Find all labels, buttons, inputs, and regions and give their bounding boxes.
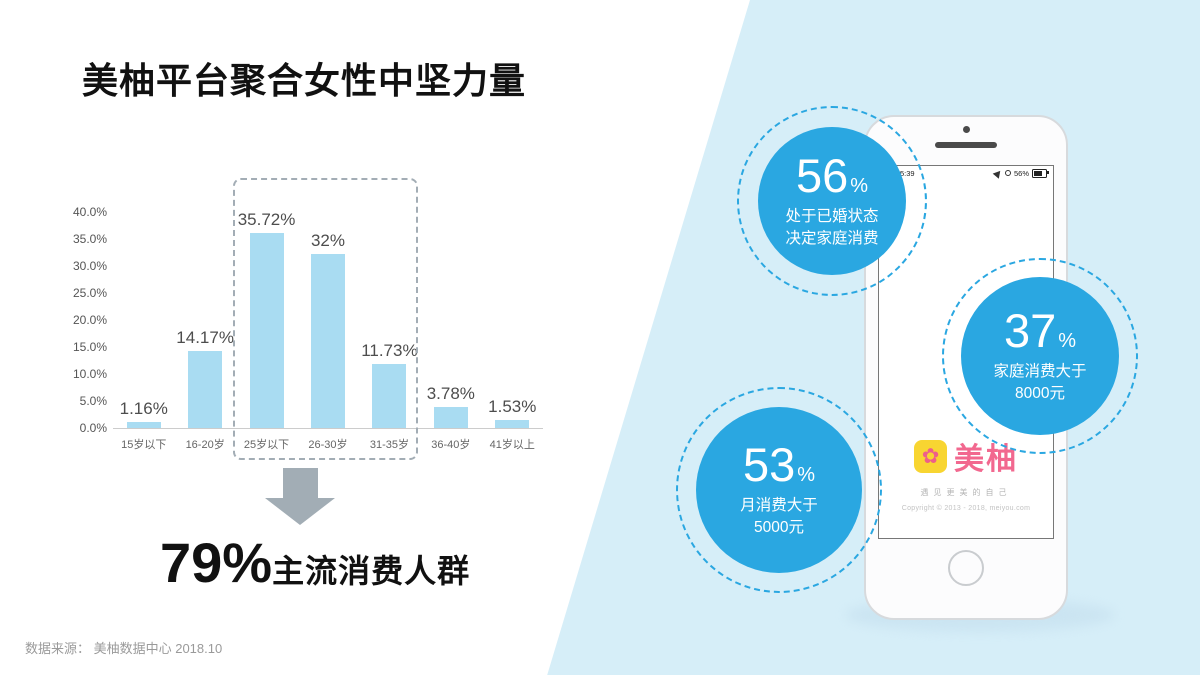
stat-unit: % bbox=[1058, 329, 1077, 352]
chart-column: 3.78% 36-40岁 bbox=[420, 210, 481, 451]
page-title: 美柚平台聚合女性中坚力量 bbox=[82, 60, 527, 101]
app-splash: ✿ 美柚 遇见更美的自己 Copyright © 2013 - 2018, me… bbox=[879, 180, 1053, 538]
battery-percent: 56% bbox=[1013, 168, 1029, 178]
y-axis-tick: 15.0% bbox=[72, 340, 107, 354]
bar-value-label: 35.72% bbox=[237, 210, 296, 229]
bar-value-label: 1.53% bbox=[488, 397, 537, 416]
bar bbox=[249, 233, 284, 428]
bar bbox=[188, 351, 223, 428]
speaker-slot-icon bbox=[935, 142, 997, 148]
x-axis-label: 16-20岁 bbox=[185, 439, 225, 451]
y-axis-tick: 40.0% bbox=[72, 205, 107, 219]
x-axis-label: 15岁以下 bbox=[121, 439, 167, 451]
conclusion-label: 主流消费人群 bbox=[272, 553, 471, 589]
y-axis-tick: 0.0% bbox=[79, 421, 107, 435]
bar-value-label: 11.73% bbox=[361, 341, 418, 360]
meiyou-flower-icon: ✿ bbox=[914, 439, 947, 473]
stat-caption: 处于已婚状态 bbox=[785, 207, 879, 225]
bar-value-label: 14.17% bbox=[176, 328, 234, 347]
bar-value-label: 3.78% bbox=[426, 384, 475, 403]
x-axis-label: 41岁以上 bbox=[489, 439, 535, 451]
bar bbox=[126, 422, 161, 428]
chart-column: 35.72% 25岁以下 bbox=[236, 210, 297, 451]
y-axis-tick: 10.0% bbox=[72, 367, 107, 381]
age-distribution-bar-chart: 40.0% 35.0% 30.0% 25.0% 20.0% 15.0% 10.0% 5.0% 0… bbox=[63, 172, 563, 472]
stat-circle-monthly-spend: 53 % 月消费大于 5000元 bbox=[676, 387, 882, 593]
stat-circle-family-spend: 37 % 家庭消费大于 8000元 bbox=[942, 258, 1138, 454]
chart-column: 14.17% 16-20岁 bbox=[174, 210, 235, 451]
conclusion-value: 79% bbox=[160, 531, 273, 594]
bar bbox=[495, 420, 530, 428]
stat-caption: 月消费大于 bbox=[740, 496, 818, 514]
y-axis-tick: 30.0% bbox=[72, 259, 107, 273]
camera-dot-icon bbox=[962, 126, 970, 133]
battery-icon bbox=[1032, 168, 1049, 178]
plot-area: 1.16% 15岁以下 14.17% 16-20岁 35.72% 25岁以下 32% 26-3… bbox=[113, 210, 543, 451]
home-button[interactable] bbox=[948, 550, 984, 586]
y-axis-tick: 25.0% bbox=[72, 286, 107, 300]
y-axis: 40.0% 35.0% 30.0% 25.0% 20.0% 15.0% 10.0% 5.0% 0… bbox=[63, 205, 107, 435]
chart-column: 32% 26-30岁 bbox=[297, 210, 358, 451]
app-copyright: Copyright © 2013 - 2018, meiyou.com bbox=[901, 505, 1031, 512]
bar-value-label: 32% bbox=[310, 231, 345, 250]
stat-caption: 家庭消费大于 bbox=[993, 362, 1087, 380]
app-name: 美柚 bbox=[954, 443, 1018, 476]
x-axis-label: 25岁以下 bbox=[243, 439, 290, 451]
x-axis-label: 36-40岁 bbox=[431, 439, 471, 451]
chart-column: 1.16% 15岁以下 bbox=[113, 210, 174, 451]
stat-caption: 5000元 bbox=[754, 519, 804, 536]
y-axis-tick: 35.0% bbox=[72, 232, 107, 246]
data-source-note: 数据来源： 美柚数据中心 2018.10 bbox=[25, 641, 223, 656]
stat-value: 53 bbox=[742, 437, 796, 491]
stat-circle-married: 56 % 处于已婚状态 决定家庭消费 bbox=[737, 106, 927, 296]
stat-value: 37 bbox=[1003, 303, 1057, 357]
status-right-cluster: 56% bbox=[992, 167, 1049, 179]
down-arrow-icon bbox=[265, 468, 336, 525]
chart-column: 11.73% 31-35岁 bbox=[359, 210, 420, 451]
bar bbox=[310, 254, 345, 428]
y-axis-tick: 20.0% bbox=[72, 313, 107, 327]
x-axis-label: 31-35岁 bbox=[369, 439, 409, 451]
app-tagline: 遇见更美的自己 bbox=[920, 488, 1012, 497]
bar-value-label: 1.16% bbox=[119, 399, 168, 418]
y-axis-tick: 5.0% bbox=[79, 394, 107, 408]
stat-caption: 决定家庭消费 bbox=[785, 230, 879, 247]
conclusion: 79% 主流消费人群 bbox=[160, 530, 470, 595]
chart-column: 1.53% 41岁以上 bbox=[482, 210, 543, 451]
alarm-icon bbox=[1004, 170, 1011, 176]
x-axis-label: 26-30岁 bbox=[308, 439, 348, 451]
stat-value: 56 bbox=[795, 148, 849, 202]
bar bbox=[433, 407, 468, 428]
location-arrow-icon bbox=[992, 167, 1004, 179]
stat-caption: 8000元 bbox=[1015, 385, 1065, 402]
app-logo: ✿ 美柚 bbox=[914, 434, 1018, 478]
stat-unit: % bbox=[850, 174, 869, 197]
bar bbox=[372, 364, 407, 428]
stat-unit: % bbox=[797, 463, 816, 486]
